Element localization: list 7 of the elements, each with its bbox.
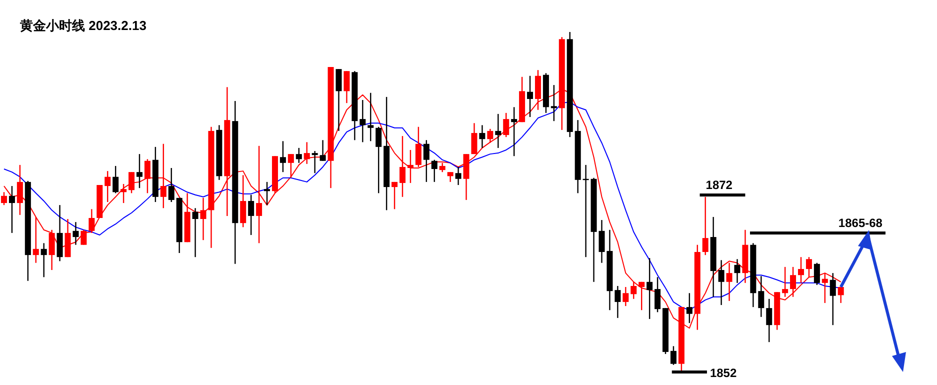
annotation: 1872 xyxy=(706,178,733,192)
annotation: 1865-68 xyxy=(838,216,883,230)
title: 黄金小时线 2023.2.13 xyxy=(20,18,146,33)
annotation: 1865-68 xyxy=(750,216,886,234)
annotation: 1852 xyxy=(672,366,737,380)
annotation: 1852 xyxy=(710,366,737,380)
annotation: 1872 xyxy=(700,178,746,196)
